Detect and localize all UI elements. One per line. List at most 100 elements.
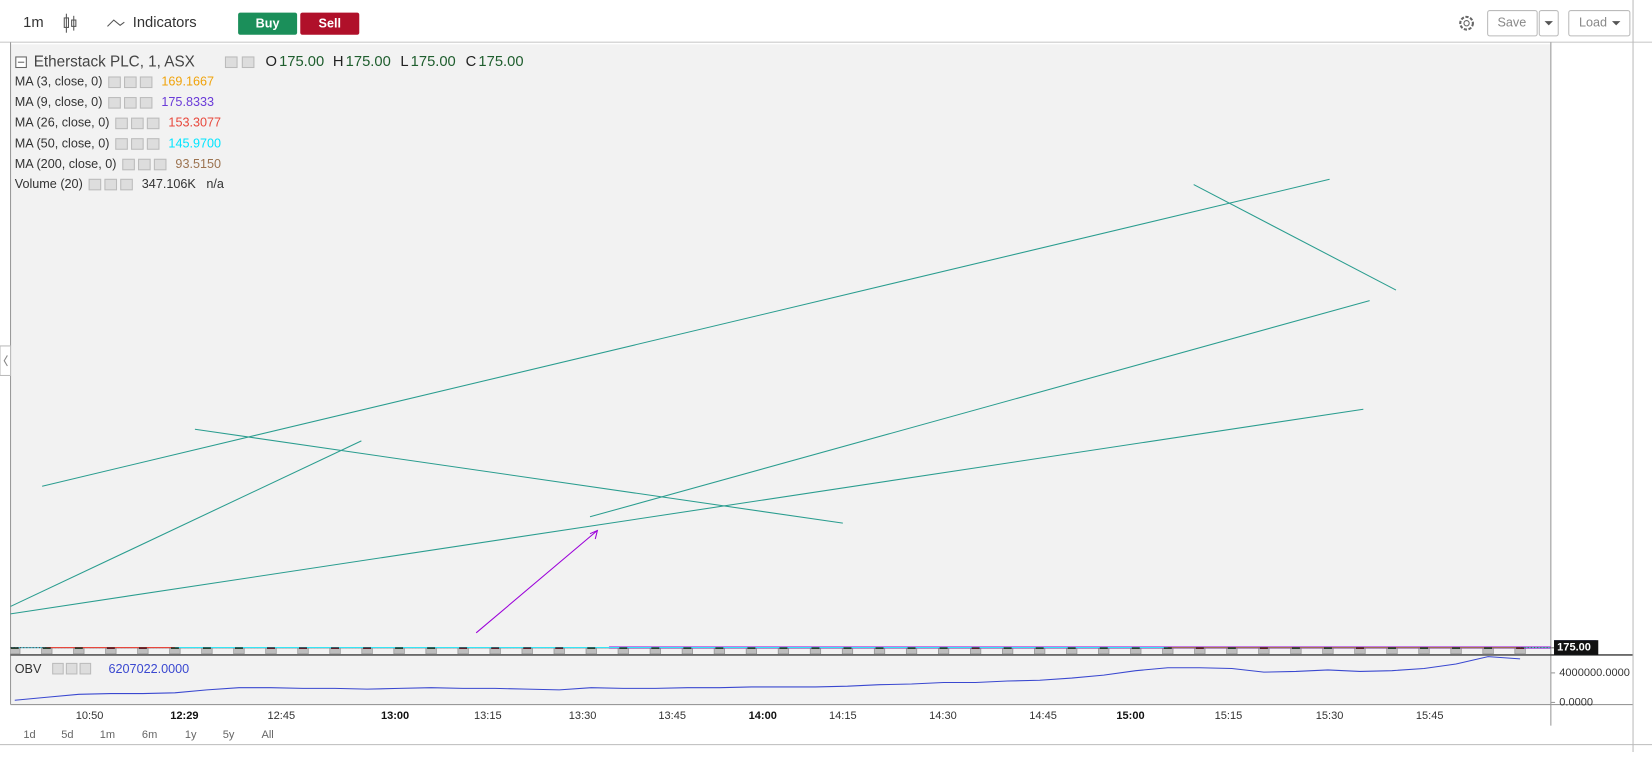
candle-body bbox=[1195, 647, 1204, 649]
study-icon[interactable] bbox=[131, 138, 144, 150]
last-price-box bbox=[1554, 640, 1599, 655]
indicators-icon[interactable] bbox=[107, 19, 125, 27]
study-icon[interactable] bbox=[139, 97, 153, 109]
study-value: 145.9700 bbox=[168, 136, 221, 150]
range-button[interactable]: 6m bbox=[142, 729, 157, 741]
study-icon[interactable] bbox=[131, 117, 144, 130]
study-value: 169.1667 bbox=[161, 75, 214, 89]
ohlc-value: 175.00 bbox=[478, 54, 523, 70]
study-icon[interactable] bbox=[146, 138, 160, 150]
study-extra: n/a bbox=[206, 177, 225, 191]
candle-body bbox=[1355, 647, 1364, 649]
time-label: 14:00 bbox=[749, 710, 777, 722]
range-button[interactable]: 5d bbox=[61, 729, 73, 741]
study-icon[interactable] bbox=[108, 97, 121, 109]
candle-body bbox=[138, 647, 147, 649]
candle-body bbox=[587, 647, 596, 649]
candle-body bbox=[1484, 647, 1493, 649]
candle-body bbox=[202, 647, 211, 649]
candle-body bbox=[715, 647, 724, 649]
study-icon[interactable] bbox=[120, 178, 133, 191]
sell-button[interactable] bbox=[300, 12, 360, 35]
ohlc-key: C bbox=[466, 54, 477, 70]
candle-body bbox=[1516, 647, 1525, 649]
candle-body bbox=[1099, 647, 1108, 649]
time-label: 12:29 bbox=[170, 710, 198, 722]
obv-value: 6207022.0000 bbox=[109, 662, 190, 676]
candle-body bbox=[234, 647, 243, 649]
legend-icon bbox=[241, 56, 255, 69]
settings-icon[interactable] bbox=[1459, 15, 1474, 31]
study-icon[interactable] bbox=[146, 117, 160, 130]
obv-name: OBV bbox=[15, 662, 42, 676]
candle-body bbox=[811, 647, 820, 649]
candle-body bbox=[299, 647, 307, 649]
study-icon[interactable] bbox=[115, 117, 128, 130]
time-label: 15:00 bbox=[1116, 710, 1144, 722]
price-marks bbox=[10, 646, 1551, 655]
candle-body bbox=[331, 647, 339, 649]
side-tab[interactable] bbox=[0, 345, 12, 376]
trend-line[interactable] bbox=[589, 300, 1370, 518]
study-icon[interactable] bbox=[153, 158, 167, 171]
load-dropdown-arrow bbox=[1611, 21, 1621, 26]
range-button[interactable]: 5y bbox=[223, 729, 235, 741]
range-button[interactable]: 1d bbox=[23, 729, 35, 741]
candle-body bbox=[843, 647, 852, 649]
range-button[interactable]: All bbox=[261, 729, 273, 741]
time-label: 14:45 bbox=[1029, 710, 1057, 722]
trend-line[interactable] bbox=[10, 440, 362, 607]
price-pane bbox=[10, 44, 1551, 654]
save-label[interactable]: Save bbox=[1497, 16, 1526, 30]
buy-label[interactable]: Buy bbox=[256, 17, 280, 31]
study-icon[interactable] bbox=[122, 158, 135, 171]
candle-type-icon[interactable] bbox=[63, 13, 77, 33]
trend-line[interactable] bbox=[1193, 184, 1397, 291]
time-label: 10:50 bbox=[76, 710, 104, 722]
indicators-button[interactable]: Indicators bbox=[133, 15, 197, 31]
ohlc-key: H bbox=[333, 54, 344, 70]
study-icon[interactable] bbox=[88, 178, 102, 191]
ohlc-key: O bbox=[265, 54, 276, 70]
time-label: 15:30 bbox=[1316, 710, 1344, 722]
study-icon[interactable] bbox=[104, 178, 118, 191]
study-name: MA (200, close, 0) bbox=[15, 157, 117, 171]
study-icon[interactable] bbox=[139, 76, 153, 89]
obv-tick-label: 4000000.0000 bbox=[1559, 667, 1630, 679]
candle-body bbox=[683, 647, 692, 649]
range-button[interactable]: 1m bbox=[100, 729, 115, 741]
study-icon[interactable] bbox=[138, 158, 151, 171]
trend-line[interactable] bbox=[42, 178, 1330, 487]
time-label: 13:30 bbox=[569, 710, 597, 722]
candle-body bbox=[427, 647, 436, 649]
save-button[interactable] bbox=[1487, 10, 1538, 37]
candle-body bbox=[779, 647, 788, 649]
buy-button[interactable] bbox=[238, 12, 298, 35]
interval-button[interactable]: 1m bbox=[23, 15, 43, 31]
study-icon[interactable] bbox=[115, 138, 128, 150]
time-label: 13:45 bbox=[658, 710, 686, 722]
candle-body bbox=[491, 647, 500, 649]
arrow-line[interactable] bbox=[475, 530, 598, 634]
save-dropdown-arrow bbox=[1544, 21, 1553, 26]
range-button[interactable]: 1y bbox=[185, 729, 197, 741]
study-icon[interactable] bbox=[124, 97, 137, 109]
study-icon[interactable] bbox=[108, 76, 121, 89]
trend-line[interactable] bbox=[194, 428, 843, 524]
study-name: MA (50, close, 0) bbox=[15, 136, 110, 150]
candle-body bbox=[10, 647, 19, 649]
load-button[interactable] bbox=[1568, 10, 1631, 37]
ohlc-key: L bbox=[400, 54, 408, 70]
study-value: 175.8333 bbox=[161, 95, 214, 109]
obv-line bbox=[14, 656, 1521, 701]
study-value: 93.5150 bbox=[175, 157, 221, 171]
load-label[interactable]: Load bbox=[1579, 16, 1607, 30]
candle-body bbox=[619, 647, 628, 649]
sell-label[interactable]: Sell bbox=[319, 17, 341, 31]
obv-icon bbox=[65, 662, 78, 675]
study-name: Volume (20) bbox=[15, 177, 83, 191]
last-price-label: 175.00 bbox=[1557, 642, 1591, 654]
study-icon[interactable] bbox=[124, 76, 137, 89]
trend-line[interactable] bbox=[10, 408, 1364, 615]
